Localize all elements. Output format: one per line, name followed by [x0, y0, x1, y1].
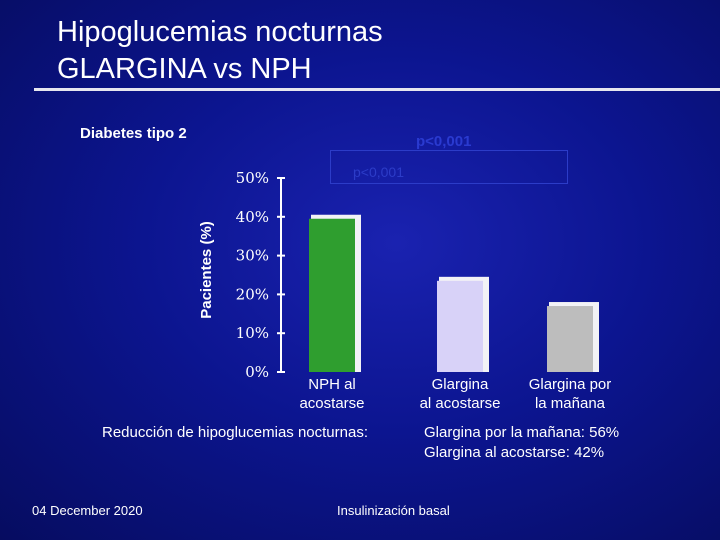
y-tick-label: 40%	[236, 208, 269, 226]
reduction-note-label: Reducción de hipoglucemias nocturnas:	[102, 424, 368, 441]
x-category-label: al acostarse	[420, 395, 501, 412]
pvalue-annotation: p<0,001	[416, 133, 472, 150]
x-category-label: NPH al	[308, 376, 356, 393]
y-tick-label: 10%	[236, 324, 269, 342]
y-tick-label: 50%	[236, 169, 269, 187]
footer-date: 04 December 2020	[32, 503, 143, 518]
chart-subtitle: Diabetes tipo 2	[80, 125, 187, 142]
y-tick-label: 0%	[245, 363, 269, 381]
y-axis-title: Pacientes (%)	[198, 221, 215, 319]
bar	[547, 306, 593, 372]
x-category-label: la mañana	[535, 395, 606, 412]
title-line-2: GLARGINA vs NPH	[57, 53, 312, 85]
x-category-label: acostarse	[299, 395, 364, 412]
y-tick-label: 30%	[236, 247, 269, 265]
x-category-label: Glargina	[432, 376, 489, 393]
slide-title: Hipoglucemias nocturnas GLARGINA vs NPH	[57, 14, 383, 88]
x-category-label: Glargina por	[529, 376, 612, 393]
footer-topic: Insulinización basal	[337, 503, 450, 518]
reduction-note-morning: Glargina por la mañana: 56%	[424, 424, 620, 441]
title-underline	[34, 88, 720, 91]
title-line-1: Hipoglucemias nocturnas	[57, 16, 383, 48]
bar	[309, 218, 355, 372]
reduction-note-bedtime: Glargina al acostarse: 42%	[424, 444, 605, 461]
pvalue-box	[330, 150, 568, 184]
bar	[437, 280, 483, 372]
pvalue-box-label: p<0,001	[353, 164, 404, 180]
y-tick-label: 20%	[236, 285, 269, 303]
